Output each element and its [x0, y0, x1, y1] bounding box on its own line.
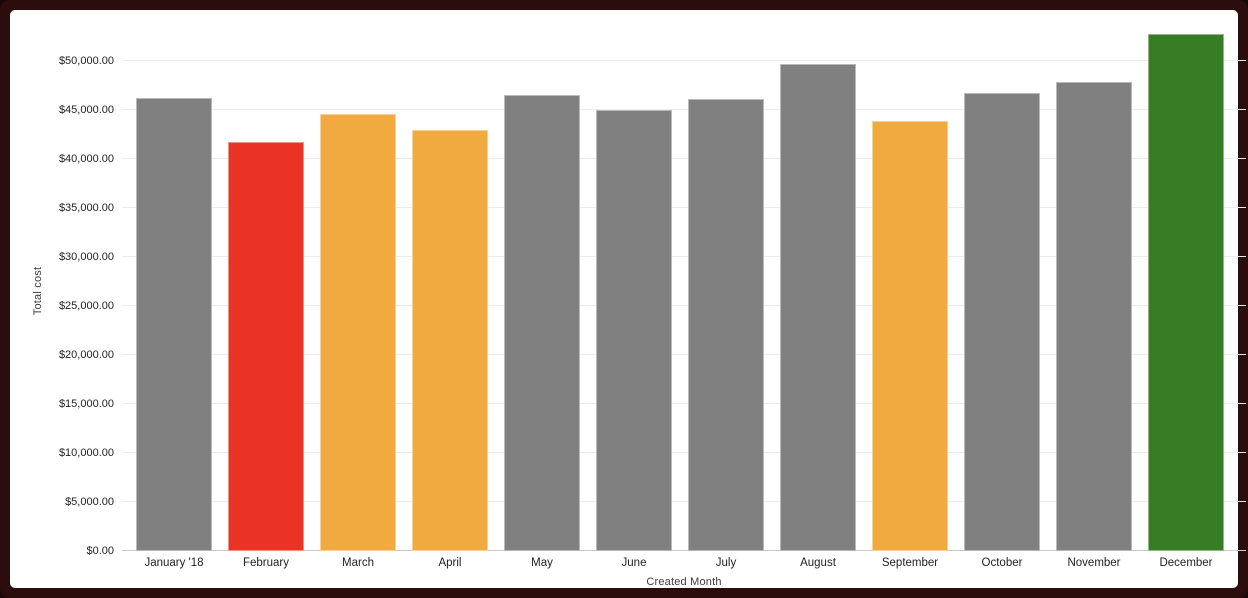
- y-tick-label: $5,000.00: [65, 496, 114, 509]
- y-tick-label: $40,000.00: [58, 153, 114, 166]
- gridline: [122, 403, 1246, 405]
- bar-june[interactable]: [596, 110, 672, 551]
- y-tick-label: $35,000.00: [58, 202, 114, 215]
- x-axis-tick-labels: January '18 February March April May June July…: [128, 557, 1232, 571]
- x-axis-line: [122, 550, 1246, 551]
- bar-november[interactable]: [1056, 81, 1132, 551]
- gridline: [122, 158, 1246, 160]
- gridline: [122, 452, 1246, 454]
- bar-slot: [864, 32, 956, 551]
- gridline: [122, 60, 1246, 62]
- y-axis-tick-labels: $0.00 $5,000.00 $10,000.00 $15,000.00 $20,00…: [10, 10, 114, 598]
- gridline: [122, 354, 1246, 356]
- bar-slot: [220, 32, 312, 551]
- bar-october[interactable]: [964, 92, 1040, 551]
- x-tick-label: April: [438, 557, 462, 569]
- gridline: [122, 109, 1246, 111]
- y-tick-label: $45,000.00: [58, 104, 114, 117]
- gridline: [122, 207, 1246, 209]
- bar-january-18[interactable]: [136, 97, 212, 551]
- x-tick-label: July: [715, 557, 737, 569]
- y-tick-label: $15,000.00: [58, 398, 114, 411]
- bar-february[interactable]: [228, 141, 304, 551]
- gridline: [122, 501, 1246, 503]
- bar-slot: [312, 32, 404, 551]
- bar-slot: [1048, 32, 1140, 551]
- y-tick-label: $20,000.00: [58, 349, 114, 362]
- x-tick-label: October: [981, 557, 1023, 569]
- bar-august[interactable]: [780, 64, 856, 551]
- x-tick-label: December: [1159, 557, 1213, 569]
- plot-area: [122, 32, 1246, 551]
- bar-series: [128, 32, 1232, 551]
- x-tick-label: November: [1067, 557, 1121, 569]
- bar-slot: [588, 32, 680, 551]
- x-tick-label: May: [531, 557, 553, 569]
- gridline: [122, 305, 1246, 307]
- y-tick-label: $10,000.00: [58, 447, 114, 460]
- bar-slot: [680, 32, 772, 551]
- x-tick-label: September: [881, 557, 939, 569]
- y-tick-label: $0.00: [86, 545, 114, 557]
- x-tick-label: January '18: [144, 557, 204, 569]
- x-axis-title: Created Month: [646, 576, 722, 588]
- bar-slot: [772, 32, 864, 551]
- x-tick-label: June: [621, 557, 647, 569]
- bar-may[interactable]: [504, 94, 580, 551]
- bar-september[interactable]: [872, 121, 948, 551]
- bar-december[interactable]: [1148, 33, 1224, 551]
- bar-slot: [1140, 32, 1232, 551]
- y-tick-label: $50,000.00: [58, 55, 114, 68]
- x-tick-label: August: [800, 557, 836, 569]
- x-tick-label: February: [242, 557, 290, 569]
- chart-panel: Total cost $0.00 $5,000.00 $10,000.00 $15,0…: [10, 10, 1246, 588]
- bar-slot: [496, 32, 588, 551]
- bar-slot: [128, 32, 220, 551]
- y-tick-label: $30,000.00: [58, 251, 114, 264]
- bar-slot: [956, 32, 1048, 551]
- bar-march[interactable]: [320, 114, 396, 551]
- bar-slot: [404, 32, 496, 551]
- gridline: [122, 256, 1246, 258]
- bar-april[interactable]: [412, 129, 488, 551]
- y-tick-label: $25,000.00: [58, 300, 114, 313]
- x-tick-label: March: [342, 557, 374, 569]
- bar-july[interactable]: [688, 98, 764, 551]
